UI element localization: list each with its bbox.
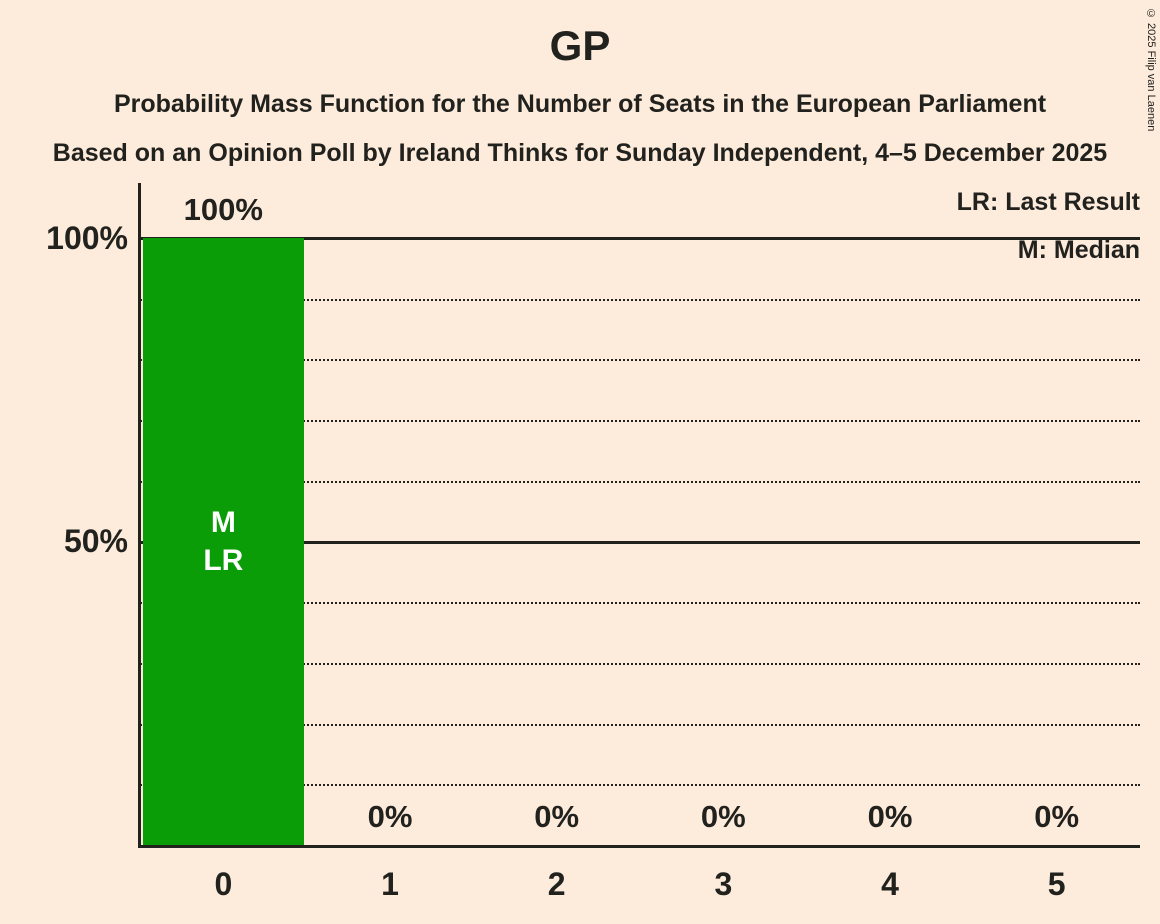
gridline-40 — [140, 602, 1140, 605]
x-tick-label-2: 2 — [547, 866, 566, 902]
bar-value-label-1: 0% — [367, 799, 413, 834]
chart-subtitle: Probability Mass Function for the Number… — [113, 90, 1047, 118]
y-axis-label-50: 50% — [63, 523, 128, 559]
gridline-50 — [140, 540, 1140, 544]
x-tick-label-3: 3 — [714, 866, 733, 902]
gridline-60 — [140, 480, 1140, 483]
bar-value-label-4: 0% — [867, 799, 913, 834]
gridline-20 — [140, 723, 1140, 726]
x-axis-tick-labels: 0 1 2 3 4 5 — [140, 866, 1140, 903]
bar-value-label-0: 100% — [183, 192, 263, 227]
bar-value-label-2: 0% — [534, 799, 580, 834]
bar-annotation-line: LR — [203, 543, 244, 577]
y-axis-line — [138, 183, 141, 848]
x-tick-label-4: 4 — [881, 866, 899, 902]
bar-0: M LR — [142, 238, 305, 845]
legend-median: M: Median — [1017, 236, 1140, 264]
gridline-90 — [140, 298, 1140, 301]
x-axis-line — [138, 845, 1140, 848]
bar-value-label-3: 0% — [700, 799, 746, 834]
x-tick-label-5: 5 — [1047, 866, 1066, 902]
bar-annotation-line: M — [210, 506, 236, 539]
gridline-100 — [140, 237, 1140, 240]
gridline-30 — [140, 662, 1140, 665]
gridline-80 — [140, 359, 1140, 362]
x-tick-label-1: 1 — [381, 866, 399, 902]
chart-subtitle-source: Based on an Opinion Poll by Ireland Thin… — [52, 139, 1108, 167]
copyright: © 2025 Filip van Laenen — [1145, 8, 1157, 132]
bar-value-label-5: 0% — [1034, 799, 1080, 834]
y-axis-label-100: 100% — [46, 220, 128, 256]
bar-annotation: M LR — [143, 238, 305, 845]
x-tick-label-0: 0 — [214, 866, 233, 902]
gridline-10 — [140, 784, 1140, 787]
plot-area: M LR 100% 0% 0% 0% 0% 0% — [140, 192, 1140, 845]
gridline-70 — [140, 420, 1140, 423]
legend-last-result: LR: Last Result — [956, 188, 1140, 216]
chart-title: GP — [549, 22, 611, 69]
